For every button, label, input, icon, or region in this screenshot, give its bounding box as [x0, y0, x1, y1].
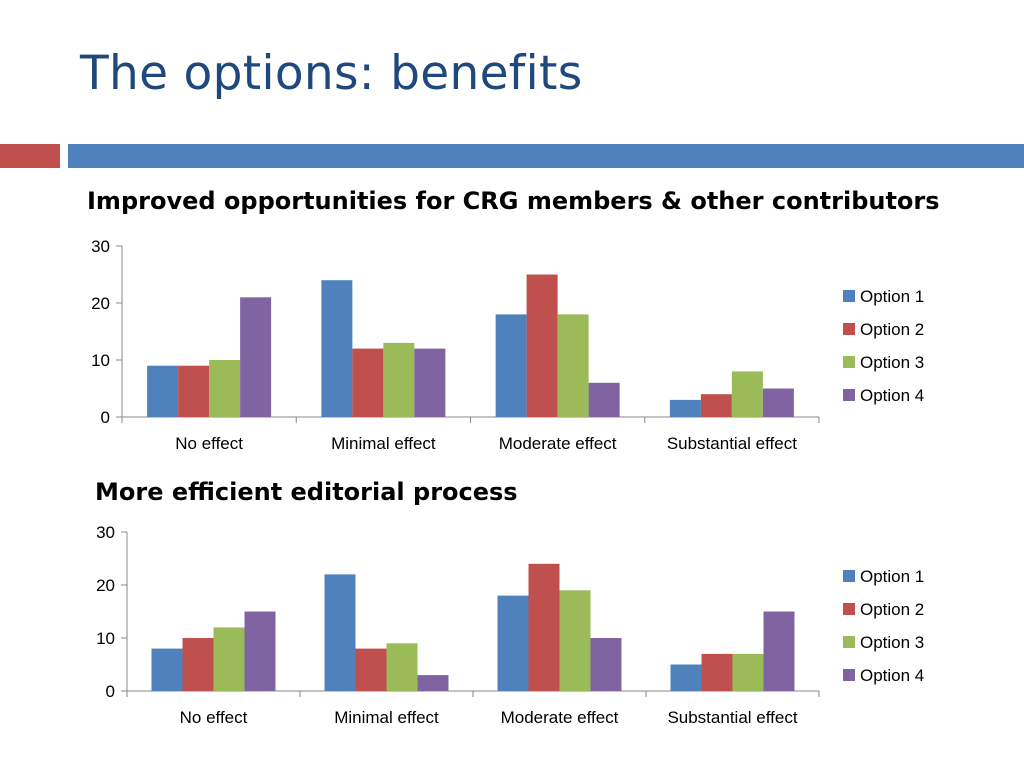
x-tick-label: No effect: [180, 708, 248, 727]
bar: [732, 653, 764, 691]
bar: [700, 394, 732, 417]
y-tick-label: 30: [96, 523, 115, 542]
y-tick-label: 10: [91, 351, 110, 370]
bar: [321, 280, 353, 417]
bar: [240, 297, 272, 417]
y-tick-label: 30: [91, 237, 110, 256]
x-tick-label: Moderate effect: [499, 434, 617, 453]
accent-bar-red: [0, 144, 60, 168]
bar: [352, 348, 384, 417]
legend-label: Option 2: [860, 320, 924, 339]
bar: [417, 675, 449, 691]
bar: [383, 342, 415, 417]
chart-2-title: More efficient editorial process: [95, 478, 518, 506]
bar: [244, 611, 276, 691]
bar: [670, 664, 702, 691]
legend-label: Option 1: [860, 567, 924, 586]
legend-swatch: [843, 290, 855, 302]
bar: [559, 590, 591, 691]
legend-label: Option 2: [860, 600, 924, 619]
bar: [386, 643, 418, 691]
legend-swatch: [843, 669, 855, 681]
legend-swatch: [843, 636, 855, 648]
bar: [147, 365, 179, 417]
x-tick-label: Substantial effect: [667, 434, 797, 453]
x-tick-label: Moderate effect: [501, 708, 619, 727]
slide-title: The options: benefits: [80, 46, 583, 101]
x-tick-label: Substantial effect: [667, 708, 797, 727]
x-tick-label: Minimal effect: [334, 708, 439, 727]
bar: [495, 314, 527, 417]
legend-label: Option 3: [860, 633, 924, 652]
y-tick-label: 20: [96, 576, 115, 595]
bar: [355, 648, 387, 691]
bar: [731, 371, 763, 417]
bar: [497, 595, 529, 691]
legend-swatch: [843, 356, 855, 368]
chart-1-title: Improved opportunities for CRG members &…: [87, 187, 940, 215]
y-tick-label: 10: [96, 629, 115, 648]
y-tick-label: 0: [101, 408, 110, 427]
legend-swatch: [843, 603, 855, 615]
bar: [414, 348, 446, 417]
legend-swatch: [843, 389, 855, 401]
bar: [324, 574, 356, 691]
bar: [588, 382, 620, 417]
accent-bar-blue: [68, 144, 1024, 168]
bar: [590, 638, 622, 691]
bar: [763, 611, 795, 691]
y-tick-label: 20: [91, 294, 110, 313]
bar: [528, 563, 560, 691]
bar: [178, 365, 210, 417]
bar: [209, 360, 241, 417]
bar: [701, 653, 733, 691]
bar: [669, 399, 701, 417]
legend-swatch: [843, 323, 855, 335]
bar: [213, 627, 245, 691]
bar: [526, 274, 558, 417]
x-tick-label: No effect: [175, 434, 243, 453]
legend-label: Option 4: [860, 386, 924, 405]
legend-label: Option 3: [860, 353, 924, 372]
x-tick-label: Minimal effect: [331, 434, 436, 453]
legend-label: Option 1: [860, 287, 924, 306]
legend-label: Option 4: [860, 666, 924, 685]
bar: [151, 648, 183, 691]
legend-swatch: [843, 570, 855, 582]
bar: [182, 638, 214, 691]
y-tick-label: 0: [106, 682, 115, 701]
bar: [557, 314, 589, 417]
bar: [762, 388, 794, 417]
